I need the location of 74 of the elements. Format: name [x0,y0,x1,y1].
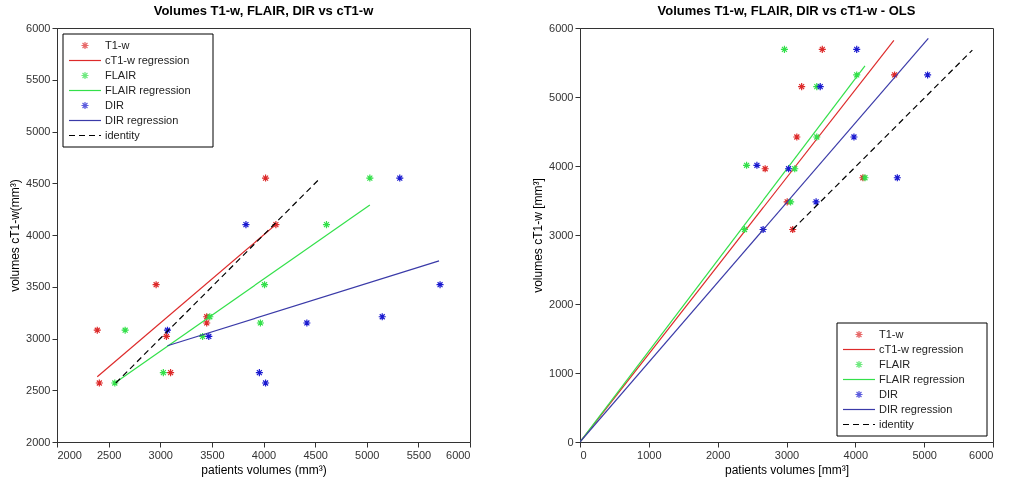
x-tick-label: 4500 [303,448,328,461]
point [852,45,861,54]
point [740,225,749,234]
y-tick-label: 2500 [26,383,51,396]
y-tick-label: 2000 [549,297,574,310]
legend-label: FLAIR regression [879,372,965,385]
point [797,82,806,91]
x-axis-title: patients volumes [mm³] [724,462,850,477]
x-tick-label: 3500 [200,448,225,461]
point [790,164,799,173]
point [811,197,821,207]
legend-label: T1-w [105,38,130,51]
y-tick-label: 3000 [549,228,574,241]
y-tick-label: 6000 [549,21,574,34]
y-tick-label: 3500 [26,280,51,293]
x-tick-label: 2500 [96,448,122,461]
point [816,82,825,91]
chart-title: Volumes T1-w, FLAIR, DIR vs cT1-w - OLS [657,3,916,18]
point [812,82,821,91]
y-tick-label: 6000 [26,21,51,34]
y-tick-label: 3000 [26,332,51,344]
x-tick-label: 4000 [843,448,869,461]
point [818,45,827,54]
x-axis-title: patients volumes (mm³) [201,462,327,477]
point [849,132,859,142]
legend-label: DIR [105,98,124,111]
legend-label: DIR regression [879,402,953,415]
x-tick-label: 3000 [774,448,800,461]
legend-label: DIR regression [105,113,179,126]
x-tick-label: 5500 [406,448,432,461]
point [784,164,793,173]
legend-label: FLAIR regression [105,83,191,96]
legend-label: cT1-w regression [105,53,190,66]
x-tick-label: 4000 [251,448,277,461]
legend-label: FLAIR [105,68,137,81]
legend-label: identity [879,417,915,430]
point [780,45,789,54]
point [792,132,801,142]
x-tick-label: 5000 [355,448,380,461]
x-tick-label: 6000 [446,448,471,461]
x-tick-label: 6000 [969,448,994,461]
y-axis-title: volumes cT1-w(mm³) [8,179,23,292]
point [761,164,770,173]
point [852,70,861,80]
point [890,70,899,80]
y-tick-label: 2000 [26,435,51,448]
x-tick-label: 5000 [912,448,937,461]
point [752,161,762,170]
y-axis-title: volumes cT1-w [mm³] [531,178,546,293]
legend-label: DIR [879,387,898,400]
y-tick-label: 5000 [549,90,574,103]
point [742,161,751,170]
x-tick-label: 2000 [57,448,82,461]
x-tick-label: 0 [580,448,587,461]
chart-title: Volumes T1-w, FLAIR, DIR vs cT1-w [153,3,375,18]
y-tick-label: 4000 [549,159,574,172]
point [923,70,932,80]
y-tick-label: 5000 [26,125,51,137]
legend-label: FLAIR [879,357,911,370]
point [788,225,797,234]
y-tick-label: 1000 [549,366,574,379]
x-tick-label: 1000 [637,448,662,461]
point [893,173,902,182]
x-tick-label: 2000 [705,448,731,461]
y-tick-label: 4000 [26,228,51,241]
x-tick-label: 3000 [148,448,173,461]
point [758,225,768,234]
y-tick-label: 5500 [26,73,51,86]
y-tick-label: 0 [567,435,574,448]
legend-label: identity [105,128,141,141]
legend-label: cT1-w regression [879,342,964,355]
point [812,132,821,142]
legend-label: T1-w [879,327,904,340]
y-tick-label: 4500 [26,176,51,189]
